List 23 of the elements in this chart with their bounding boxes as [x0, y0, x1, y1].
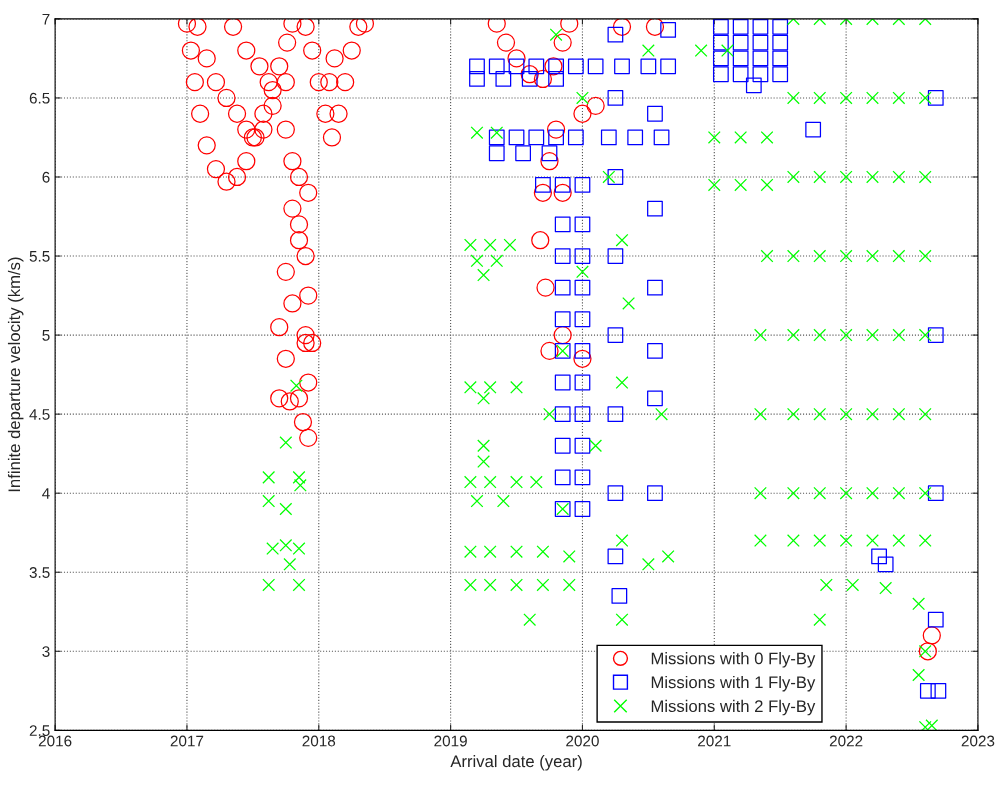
x-tick-label: 2017: [170, 735, 204, 747]
x-tick-label: 2018: [302, 735, 336, 747]
x-tick-label: 2021: [698, 735, 731, 747]
x-tick-label: 2016: [38, 735, 72, 747]
x-axis-title: Arrival date (year): [450, 754, 582, 771]
y-tick-label: 3: [42, 646, 50, 657]
x-tick-label: 2019: [434, 735, 467, 747]
legend-label: Missions with 1 Fly-By: [651, 675, 816, 692]
y-tick-label: 4.5: [29, 409, 50, 420]
x-tick-label: 2022: [829, 735, 863, 747]
y-tick-label: 6: [42, 171, 50, 183]
x-tick-label: 2020: [566, 735, 599, 747]
y-tick-label: 6.5: [29, 92, 50, 104]
y-tick-label: 4: [42, 488, 50, 499]
y-tick-label: 7: [42, 13, 50, 25]
y-tick-label: 3.5: [29, 567, 50, 578]
legend-label: Missions with 0 Fly-By: [651, 652, 816, 668]
y-tick-label: 5.5: [29, 251, 50, 262]
y-tick-label: 2.5: [29, 725, 50, 737]
legend-label: Missions with 2 Fly-By: [651, 699, 816, 716]
x-tick-label: 2023: [961, 735, 995, 747]
y-axis-title: Infinite departure velocity (km/s): [7, 257, 24, 492]
y-tick-label: 5: [42, 330, 50, 341]
